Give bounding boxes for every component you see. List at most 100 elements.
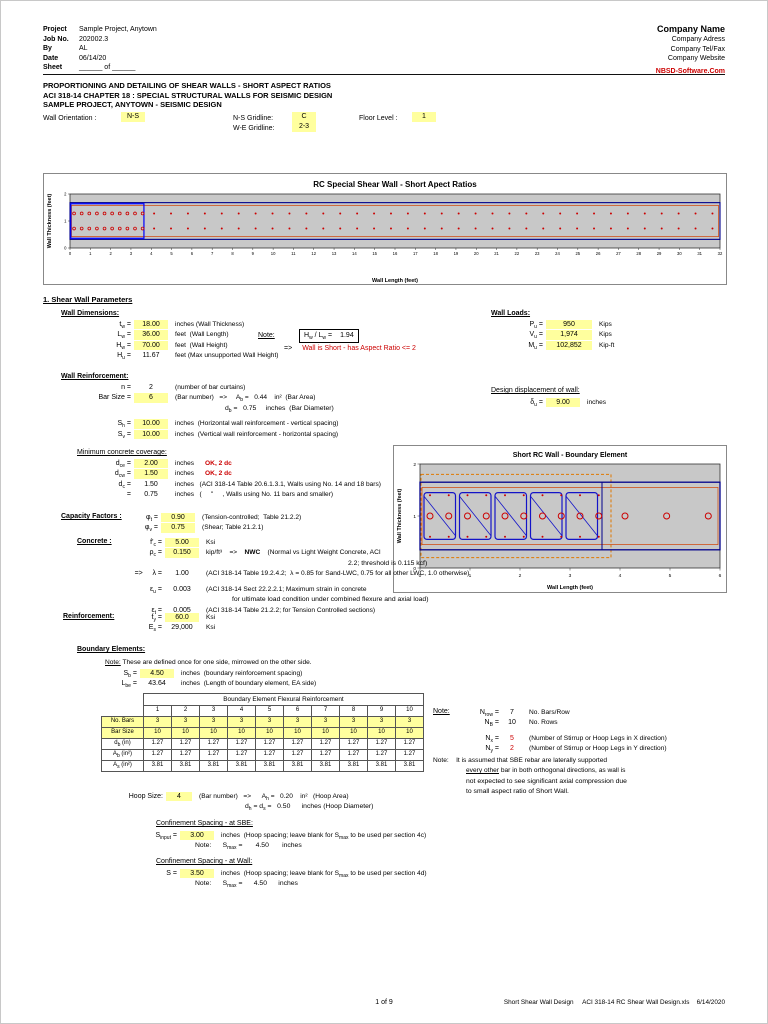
param-text: Note: Smax = 4.50 inches	[195, 842, 302, 851]
floor-level-input[interactable]: 1	[412, 112, 436, 122]
be-table-cell[interactable]: 3	[199, 716, 228, 728]
be-table-cell[interactable]: 3	[143, 716, 172, 728]
svg-text:0: 0	[64, 246, 67, 251]
svg-text:23: 23	[535, 251, 540, 256]
be-table-cell[interactable]: 10	[283, 727, 312, 739]
wall-orientation-input[interactable]: N-S	[121, 112, 145, 122]
param-row: εu = 0.003 (ACI 318-14 Sect 22.2.2.1; Maxi…	[132, 584, 469, 595]
param-row: Lw = 36.00 feet (Wall Length)	[77, 330, 278, 341]
param-value[interactable]: 60.0	[165, 612, 199, 622]
we-gridline-input[interactable]: 2-3	[292, 122, 316, 132]
param-value[interactable]: 18.00	[134, 319, 168, 329]
aspect-note-label: Note:	[258, 332, 275, 339]
be-table-cell[interactable]: 10	[339, 727, 368, 739]
param-text-part: These are defined once for one side, mir…	[120, 658, 312, 666]
be-table-cell[interactable]: 10	[367, 727, 396, 739]
param-value[interactable]: 9.00	[546, 397, 580, 407]
param-desc: inches (Hoop spacing; leave blank for Sm…	[221, 831, 427, 841]
kv-label: Sheet	[43, 64, 63, 71]
param-value[interactable]: 10.00	[134, 429, 168, 439]
project-info-block: Project Sample Project, Anytown Job No. 202…	[43, 25, 157, 73]
be-table-cell[interactable]: 10	[311, 727, 340, 739]
param-value[interactable]: 1,974	[546, 330, 592, 340]
param-symbol: Sv =	[117, 430, 131, 440]
svg-text:16: 16	[393, 251, 398, 256]
doc-title-3: SAMPLE PROJECT, ANYTOWN - SEISMIC DESIGN	[43, 100, 222, 110]
wall-loads-heading: Wall Loads:	[491, 310, 531, 317]
be-table-cell[interactable]: 10	[227, 727, 256, 739]
param-value[interactable]: 3.50	[180, 868, 214, 878]
svg-text:5: 5	[669, 573, 672, 579]
design-displacement-rows: δu = 9.00 inches	[503, 397, 606, 408]
be-table-row: As (in²) 3.81 3.81 3.81 3.81 3.81 3.81 3.81 3.81…	[101, 760, 424, 772]
be-table-row-label: Ab (in²)	[101, 749, 144, 761]
be-table-cell[interactable]: 10	[395, 727, 424, 739]
be-table-col: 6	[283, 705, 312, 717]
be-table-cell[interactable]: 3	[339, 716, 368, 728]
be-table-cell[interactable]: 10	[199, 727, 228, 739]
be-table-cell: 1.27	[395, 738, 424, 750]
svg-text:10: 10	[271, 251, 276, 256]
company-block: Company Name Company Adress Company Tel/F…	[656, 24, 725, 76]
param-value[interactable]: 4.50	[140, 668, 174, 678]
param-row: δu = 9.00 inches	[503, 397, 606, 408]
boundary-rows: Sb = 4.50 inches (boundary reinforcement s…	[103, 668, 316, 689]
param-text: to small aspect ratio of Short Wall.	[466, 788, 569, 795]
be-table-cell: 1.27	[339, 749, 368, 761]
param-value: 7	[510, 708, 514, 716]
param-value[interactable]: 0.75	[161, 523, 195, 533]
param-symbol: n =	[121, 383, 131, 391]
param-value[interactable]: 70.00	[134, 340, 168, 350]
be-table-cell: 3.81	[395, 760, 424, 772]
design-displacement-heading: Design displacement of wall:	[491, 387, 580, 394]
be-table-cell[interactable]: 3	[395, 716, 424, 728]
param-desc: inches	[175, 459, 195, 467]
boundary-element-chart: Short RC Wall - Boundary Element 0 1 2 3 4 5 6 0…	[393, 445, 727, 593]
param-desc: Ksi	[206, 613, 216, 621]
param-value[interactable]: 36.00	[134, 330, 168, 340]
param-value: 2	[149, 383, 153, 391]
param-value[interactable]: 5.00	[165, 537, 199, 547]
param-row: every other bar in both orthogonal direc…	[466, 766, 627, 777]
be-table-cell[interactable]: 10	[171, 727, 200, 739]
be-table-cell[interactable]: 3	[367, 716, 396, 728]
be-table-cell[interactable]: 3	[311, 716, 340, 728]
param-row: Hw = 70.00 feet (Wall Height)	[77, 340, 278, 351]
company-website-link[interactable]: NBSD-Software.Com	[655, 67, 725, 75]
param-value[interactable]: 1.50	[134, 469, 168, 479]
param-row: εt = 0.005 (ACI 318-14 Table 21.2.2; for T…	[132, 605, 469, 616]
param-symbol: f'c =	[150, 538, 162, 548]
param-value[interactable]: 4	[166, 791, 192, 801]
param-value[interactable]: 6	[134, 393, 168, 403]
param-value[interactable]: 102,852	[546, 340, 592, 350]
svg-text:30: 30	[677, 251, 682, 256]
be-table-row: Bar Size 10 10 10 10 10 10 10 10 10 10	[101, 727, 424, 739]
param-value[interactable]: 3.00	[180, 830, 214, 840]
param-value[interactable]: 10.00	[134, 419, 168, 429]
param-value[interactable]: 0.90	[161, 512, 195, 522]
be-table-cell[interactable]: 10	[255, 727, 284, 739]
wall-dimensions-rows: tw = 18.00 inches (Wall Thickness) Lw = 36.0…	[77, 319, 278, 361]
header-divider	[43, 74, 725, 75]
be-table-cell[interactable]: 3	[255, 716, 284, 728]
be-table-cell[interactable]: 3	[283, 716, 312, 728]
param-value[interactable]: 2.00	[134, 458, 168, 468]
param-row: Sinput = 3.00 inches (Hoop spacing; leave …	[131, 830, 426, 841]
param-value[interactable]: 0.150	[165, 548, 199, 558]
param-row: tw = 18.00 inches (Wall Thickness)	[77, 319, 278, 330]
hoop-rows: Hoop Size: 4 (Bar number) => Ah = 0.20 in²…	[115, 791, 373, 812]
be-table-cell[interactable]: 3	[171, 716, 200, 728]
param-text-part: NWC	[244, 549, 261, 556]
footer-file-info: Short Shear Wall Design ACI 318-14 RC Sh…	[503, 999, 725, 1006]
kv-row: Sheet ______ of ______	[43, 63, 157, 73]
ns-gridline-input[interactable]: C	[292, 112, 316, 122]
be-table-col: 4	[227, 705, 256, 717]
param-value: 0.003	[173, 585, 191, 593]
param-value[interactable]: 950	[546, 319, 592, 329]
param-desc: (number of bar curtains)	[175, 383, 246, 391]
be-table-cell[interactable]: 10	[143, 727, 172, 739]
be-table-cell[interactable]: 3	[227, 716, 256, 728]
param-desc: feet (Wall Height)	[175, 341, 228, 349]
svg-text:2: 2	[109, 251, 112, 256]
be-table-col: 5	[255, 705, 284, 717]
